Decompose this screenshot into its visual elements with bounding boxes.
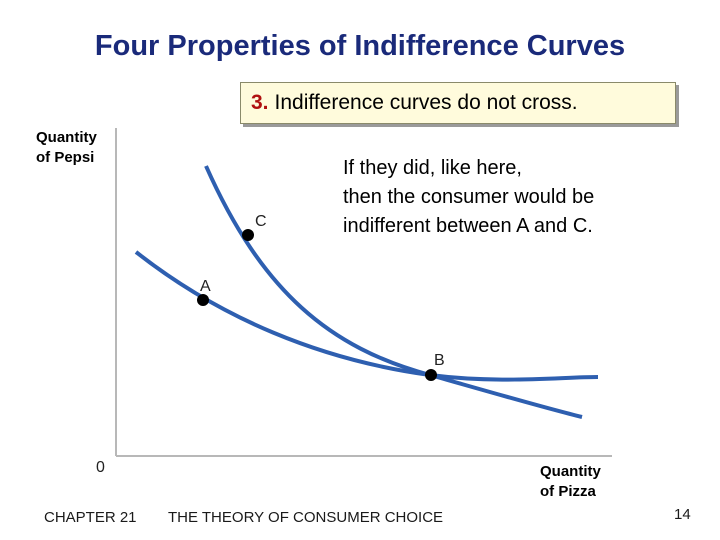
footer-chapter: CHAPTER 21	[44, 509, 137, 526]
property-statement: Indifference curves do not cross.	[274, 91, 578, 114]
point-a-label: A	[200, 278, 211, 295]
point-b-label: B	[434, 352, 445, 369]
y-axis-label: Quantity of Pepsi	[36, 128, 97, 168]
point-c-label: C	[255, 213, 267, 230]
indifference-curve-upper	[204, 165, 583, 419]
slide-title: Four Properties of Indifference Curves	[94, 30, 626, 62]
x-axis-label: Quantity of Pizza	[540, 462, 601, 502]
point-b-dot	[425, 369, 437, 381]
property-number: 3.	[251, 91, 269, 114]
x-axis-label-line-2: of Pizza	[540, 483, 596, 500]
property-callout: 3. Indifference curves do not cross.	[240, 82, 676, 124]
explanation-line-3: indifferent between A and C.	[343, 215, 593, 237]
y-axis-label-line-2: of Pepsi	[36, 149, 95, 166]
y-axis-label-line-1: Quantity	[36, 129, 97, 146]
explanation-line-1: If they did, like here,	[343, 157, 522, 179]
indifference-curve-lower	[134, 250, 599, 382]
x-axis-label-line-1: Quantity	[540, 463, 601, 480]
explanation-line-2: then the consumer would be	[343, 186, 595, 208]
origin-label: 0	[96, 459, 105, 476]
page-number: 14	[674, 506, 691, 523]
explanation-text: If they did, like here, then the consume…	[343, 154, 703, 241]
point-a-dot	[197, 294, 209, 306]
footer-title: THE THEORY OF CONSUMER CHOICE	[168, 509, 444, 526]
point-c-dot	[242, 229, 254, 241]
